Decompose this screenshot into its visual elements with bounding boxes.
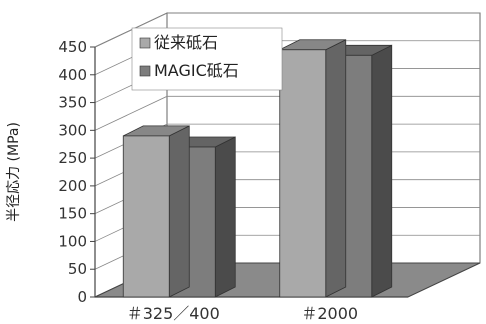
legend-box xyxy=(131,27,283,91)
y-tick-label: 400 xyxy=(58,66,87,84)
y-tick-label: 0 xyxy=(77,288,87,306)
y-tick-label: 250 xyxy=(58,149,87,167)
bar-side xyxy=(168,125,190,298)
bar-side xyxy=(325,39,347,298)
bar xyxy=(279,39,347,298)
bar-side xyxy=(214,136,236,298)
x-category-label: ＃2000 xyxy=(301,304,358,323)
legend-label: 従来砥石 xyxy=(154,33,218,52)
bar xyxy=(122,125,190,298)
y-tick-label: 150 xyxy=(58,205,87,223)
bar-side xyxy=(371,44,393,298)
y-tick-label: 50 xyxy=(68,260,87,278)
x-category-labels: ＃325／400 ＃2000 xyxy=(127,304,358,323)
x-category-label: ＃325／400 xyxy=(127,304,220,323)
y-tick-label: 200 xyxy=(58,177,87,195)
bars xyxy=(122,39,393,298)
bar-front xyxy=(122,135,170,298)
legend-label: MAGIC砥石 xyxy=(154,61,239,80)
y-tick-label: 450 xyxy=(58,38,87,56)
gridline xyxy=(94,12,480,48)
y-tick-label: 300 xyxy=(58,121,87,139)
y-tick-labels: 0 50 100 150 200 250 300 350 400 450 xyxy=(58,38,95,306)
legend-swatch xyxy=(139,37,151,49)
y-tick-label: 100 xyxy=(58,232,87,250)
y-tick-label: 350 xyxy=(58,94,87,112)
y-axis-label: 半径応力 (MPa) xyxy=(6,122,22,222)
legend: 従来砥石 MAGIC砥石 xyxy=(131,27,283,91)
bar-front xyxy=(279,49,327,298)
legend-swatch xyxy=(139,65,151,77)
